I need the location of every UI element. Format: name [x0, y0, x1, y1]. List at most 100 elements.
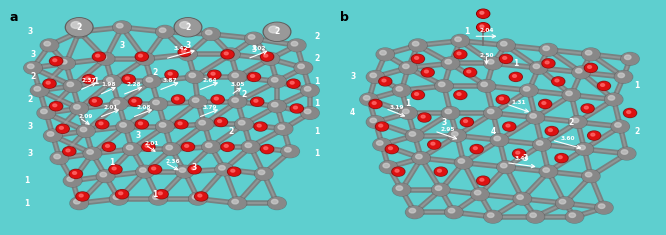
- Circle shape: [153, 100, 159, 105]
- Circle shape: [238, 120, 245, 125]
- Circle shape: [189, 73, 196, 78]
- Circle shape: [281, 145, 300, 158]
- Circle shape: [179, 48, 190, 56]
- Circle shape: [222, 48, 239, 60]
- Circle shape: [41, 109, 47, 114]
- Circle shape: [543, 46, 549, 51]
- Circle shape: [130, 98, 141, 106]
- Circle shape: [380, 78, 391, 85]
- Circle shape: [385, 145, 398, 154]
- Circle shape: [478, 10, 489, 18]
- Circle shape: [105, 145, 109, 147]
- Circle shape: [232, 98, 238, 102]
- Circle shape: [412, 91, 424, 99]
- Circle shape: [188, 165, 201, 174]
- Circle shape: [488, 59, 494, 64]
- Circle shape: [530, 213, 536, 217]
- Circle shape: [117, 24, 123, 28]
- Circle shape: [143, 75, 161, 88]
- Circle shape: [523, 86, 530, 91]
- Circle shape: [163, 143, 180, 155]
- Circle shape: [199, 120, 205, 125]
- Circle shape: [159, 28, 166, 32]
- Circle shape: [587, 131, 601, 140]
- Circle shape: [218, 120, 222, 122]
- Text: 2: 2: [314, 32, 319, 41]
- Circle shape: [43, 79, 56, 88]
- Circle shape: [73, 28, 80, 32]
- Circle shape: [123, 143, 141, 155]
- Circle shape: [290, 81, 294, 84]
- Circle shape: [174, 120, 188, 129]
- Text: 2.01: 2.01: [103, 105, 118, 110]
- Circle shape: [150, 193, 167, 205]
- Circle shape: [503, 57, 507, 59]
- Circle shape: [115, 190, 129, 199]
- Circle shape: [497, 39, 515, 52]
- Circle shape: [462, 118, 472, 126]
- Circle shape: [248, 73, 260, 81]
- Circle shape: [175, 165, 194, 178]
- Circle shape: [181, 50, 185, 53]
- Text: 1: 1: [314, 77, 319, 86]
- Circle shape: [69, 169, 83, 178]
- Circle shape: [196, 193, 206, 200]
- Circle shape: [442, 107, 460, 119]
- Text: b: b: [340, 12, 348, 24]
- Circle shape: [290, 104, 303, 113]
- Circle shape: [49, 57, 63, 66]
- Circle shape: [110, 98, 127, 110]
- Circle shape: [96, 120, 109, 129]
- Circle shape: [264, 54, 268, 57]
- Circle shape: [181, 142, 194, 151]
- Circle shape: [195, 118, 214, 131]
- Circle shape: [587, 66, 591, 68]
- Circle shape: [205, 30, 212, 35]
- Circle shape: [490, 134, 509, 146]
- Circle shape: [478, 177, 489, 184]
- Circle shape: [412, 152, 430, 164]
- Circle shape: [288, 80, 299, 87]
- Circle shape: [506, 124, 510, 127]
- Circle shape: [419, 114, 430, 121]
- Circle shape: [262, 53, 279, 65]
- Circle shape: [63, 174, 82, 187]
- Circle shape: [260, 145, 274, 154]
- Circle shape: [556, 197, 573, 209]
- Circle shape: [445, 59, 452, 64]
- Circle shape: [224, 52, 228, 55]
- Circle shape: [582, 48, 599, 60]
- Circle shape: [551, 77, 565, 86]
- Circle shape: [66, 149, 70, 152]
- Circle shape: [228, 197, 246, 210]
- Text: 3: 3: [350, 72, 355, 81]
- Circle shape: [442, 57, 460, 70]
- Circle shape: [166, 145, 172, 150]
- Circle shape: [83, 75, 96, 84]
- Circle shape: [597, 81, 611, 90]
- Circle shape: [367, 71, 384, 83]
- Text: 3.02: 3.02: [252, 46, 266, 51]
- Circle shape: [295, 62, 312, 74]
- Text: 3.19: 3.19: [390, 105, 404, 110]
- Circle shape: [180, 22, 190, 28]
- Text: 2: 2: [241, 90, 246, 99]
- Circle shape: [409, 132, 416, 136]
- Circle shape: [254, 168, 273, 180]
- Text: 3: 3: [251, 45, 256, 54]
- Circle shape: [67, 19, 92, 36]
- Circle shape: [498, 96, 508, 103]
- Circle shape: [93, 52, 105, 61]
- Circle shape: [527, 211, 544, 223]
- Text: 2.09: 2.09: [79, 114, 93, 119]
- Circle shape: [380, 161, 397, 173]
- Circle shape: [372, 102, 376, 104]
- Circle shape: [153, 195, 159, 199]
- Circle shape: [382, 79, 386, 82]
- Circle shape: [265, 55, 271, 59]
- Circle shape: [608, 96, 615, 100]
- Circle shape: [157, 26, 173, 38]
- Circle shape: [406, 129, 424, 142]
- Circle shape: [301, 84, 319, 97]
- Circle shape: [264, 147, 268, 149]
